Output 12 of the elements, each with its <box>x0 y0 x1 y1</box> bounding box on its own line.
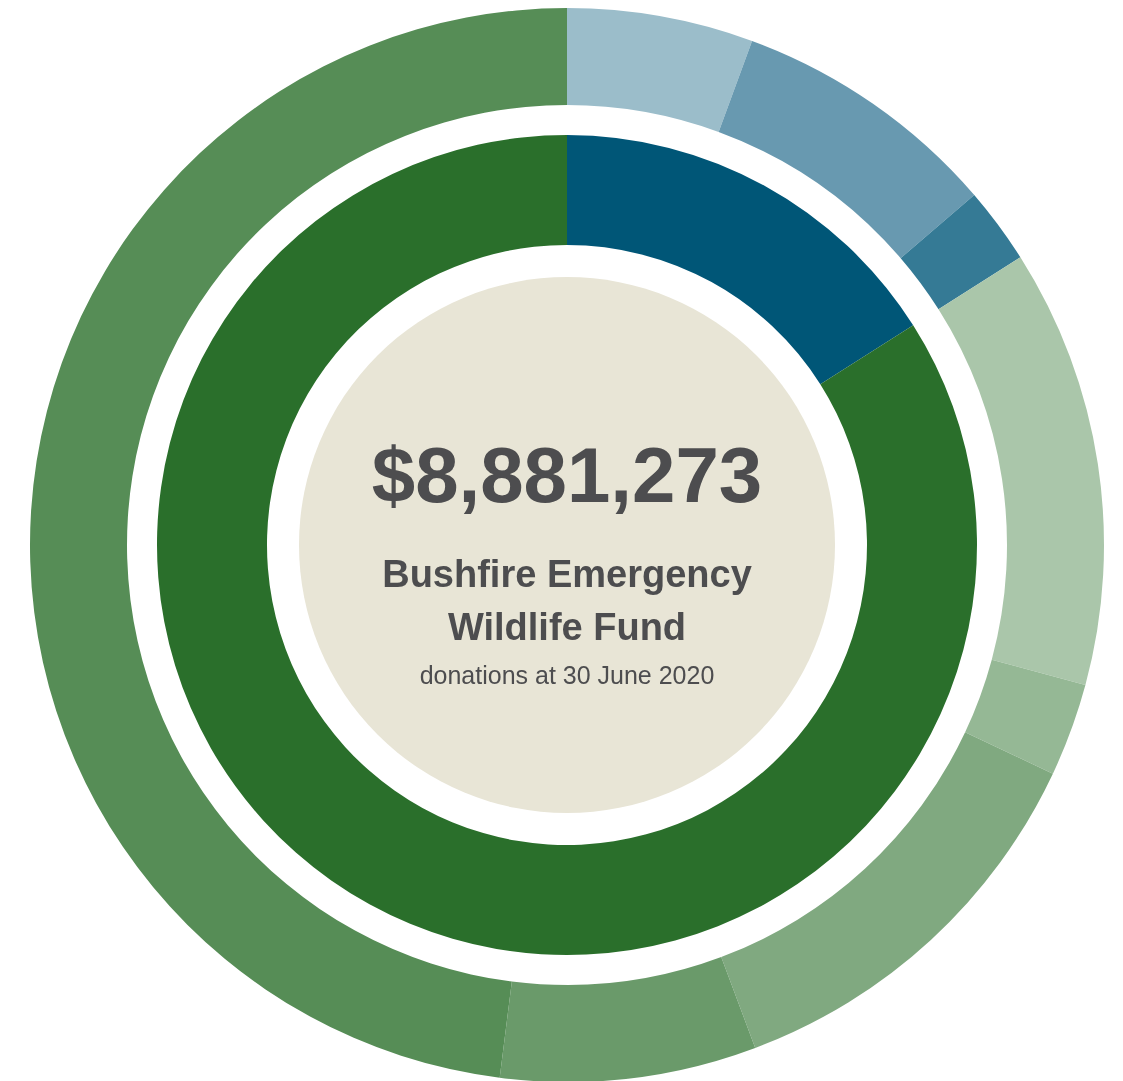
donut-slice <box>499 957 756 1081</box>
donut-slice <box>721 732 1053 1048</box>
text: donations at 30 June 2020 <box>419 661 715 689</box>
donut-slice <box>718 40 975 259</box>
donut-slice <box>567 135 914 385</box>
donut-slice <box>567 8 753 132</box>
donut-slice <box>900 194 1021 310</box>
donut-slice <box>965 659 1086 774</box>
donut-slice <box>938 257 1104 686</box>
donut-slice <box>157 135 977 955</box>
text: Bushfire Emergency Wildlife Fund <box>382 553 752 648</box>
text: $8,881,273 <box>371 431 763 519</box>
